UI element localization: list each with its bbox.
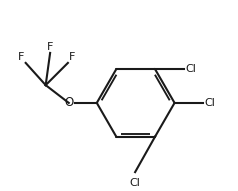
- Text: O: O: [64, 96, 74, 109]
- Text: F: F: [18, 52, 25, 62]
- Text: F: F: [47, 42, 53, 52]
- Text: Cl: Cl: [204, 98, 215, 108]
- Text: Cl: Cl: [185, 64, 196, 74]
- Text: F: F: [69, 52, 75, 62]
- Text: Cl: Cl: [130, 178, 141, 188]
